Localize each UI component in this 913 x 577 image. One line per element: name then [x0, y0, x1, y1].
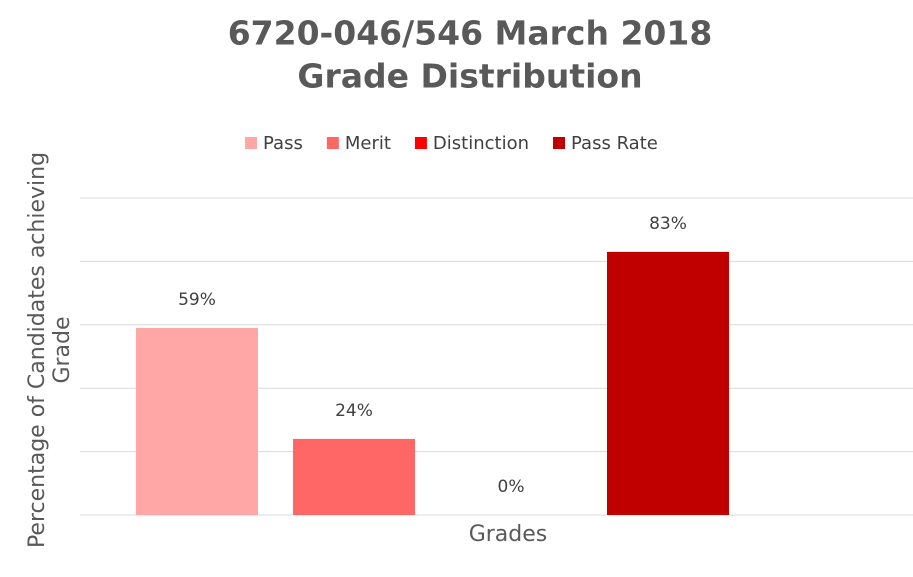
legend-swatch — [245, 137, 257, 149]
legend-label: Distinction — [433, 133, 529, 154]
data-label: 0% — [498, 477, 525, 497]
legend-label: Pass Rate — [571, 133, 658, 154]
legend-swatch — [326, 137, 339, 149]
x-axis-label: Grades — [469, 522, 548, 547]
bar — [136, 327, 258, 515]
data-label: 59% — [178, 290, 216, 310]
bar — [293, 438, 415, 515]
chart-title: Grade Distribution — [297, 57, 642, 96]
data-label: 24% — [335, 401, 373, 421]
legend-label: Merit — [345, 133, 391, 154]
data-label: 83% — [649, 214, 687, 234]
legend-swatch — [553, 137, 566, 149]
legend-label: Pass — [263, 133, 303, 154]
bar — [607, 251, 729, 515]
chart-title: 6720-046/546 March 2018 — [228, 14, 713, 53]
legend-swatch — [414, 137, 427, 149]
y-axis-label: Percentage of Candidates achieving Grade — [25, 151, 75, 549]
